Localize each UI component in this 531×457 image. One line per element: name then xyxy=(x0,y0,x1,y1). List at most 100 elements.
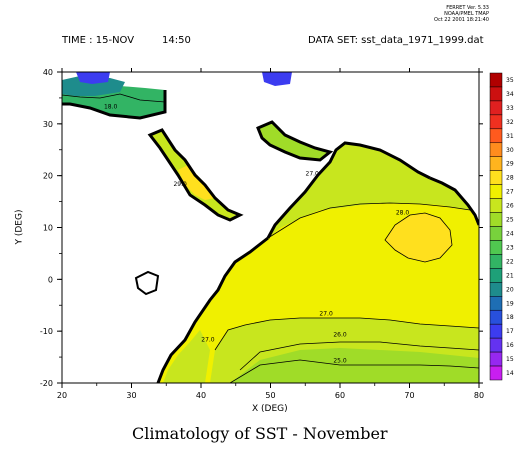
coastline-socotra xyxy=(134,270,160,296)
stamp-line: Oct 22 2001 18:21:40 xyxy=(434,17,489,23)
contour-25 xyxy=(229,359,479,383)
colorbar: 35 34 33 32 31 30 29 28 27 26 25 24 23 22 21 20 19 18 17 16… xyxy=(489,72,514,381)
caspian-blue xyxy=(262,72,292,86)
x-tick-label: 70 xyxy=(404,391,414,400)
x-tick-label: 20 xyxy=(57,391,67,400)
contour-label: 29.0 xyxy=(173,181,187,188)
colorbar-label: 29 xyxy=(506,161,514,168)
y-tick-label: -20 xyxy=(40,379,53,388)
colorbar-swatch xyxy=(489,365,503,381)
ocean-region-26-north xyxy=(268,143,470,238)
colorbar-label: 31 xyxy=(506,133,514,140)
stamp-line: FERRET Ver. 5.33 xyxy=(446,5,489,11)
y-tick-label: -10 xyxy=(40,327,53,336)
red-sea-warm xyxy=(178,165,215,200)
colorbar-swatch xyxy=(489,296,503,311)
contour-label: 18.0 xyxy=(104,103,118,110)
time-value: 14:50 xyxy=(162,35,191,46)
colorbar-label: 17 xyxy=(506,328,514,335)
colorbar-label: 22 xyxy=(506,258,514,265)
contour-label: 26.0 xyxy=(333,331,347,338)
coastline-red-sea xyxy=(147,128,244,222)
contour-27-south xyxy=(214,317,479,351)
colorbar-swatch xyxy=(489,337,503,353)
mozambique-channel xyxy=(163,330,210,383)
colorbar-label: 21 xyxy=(506,272,514,279)
contour-mediterranean xyxy=(62,93,166,103)
y-axis-title: Y (DEG) xyxy=(14,209,25,245)
coastline-africa xyxy=(156,236,269,383)
colorbar-label: 28 xyxy=(506,175,514,182)
colorbar-swatch xyxy=(489,282,503,297)
x-tick-label: 30 xyxy=(126,391,136,400)
colorbar-swatch xyxy=(489,323,503,339)
colorbar-label: 14 xyxy=(506,370,514,377)
colorbar-swatch xyxy=(489,156,503,171)
time-label: TIME : 15-NOV xyxy=(62,35,135,46)
colorbar-label: 25 xyxy=(506,217,514,224)
colorbar-swatch xyxy=(489,198,503,213)
colorbar-label: 30 xyxy=(506,147,514,154)
colorbar-swatch xyxy=(489,86,503,102)
colorbar-swatch xyxy=(489,128,503,144)
sst-field xyxy=(62,72,479,383)
colorbar-swatch xyxy=(489,142,503,157)
colorbar-swatch xyxy=(489,351,503,367)
arabian-warm-pool xyxy=(385,213,452,262)
chart-title: Climatology of SST - November xyxy=(132,424,388,443)
contour-label: 27.0 xyxy=(201,337,215,344)
colorbar-swatch xyxy=(489,268,503,283)
contour-label: 28.0 xyxy=(396,210,410,217)
colorbar-label: 20 xyxy=(506,286,514,293)
contour-28 xyxy=(384,212,453,263)
y-tick-label: 20 xyxy=(43,172,53,181)
colorbar-label: 19 xyxy=(506,300,514,307)
stamp-line: NOAA/PMEL TMAP xyxy=(444,11,489,17)
colorbar-label: 18 xyxy=(506,314,514,321)
y-tick-label: 0 xyxy=(48,275,53,284)
colorbar-label: 16 xyxy=(506,342,514,349)
contour-label: 27.0 xyxy=(306,171,320,178)
persian-gulf xyxy=(258,122,330,160)
y-tick-label: 30 xyxy=(43,120,53,129)
coastline-mediterranean xyxy=(62,90,167,120)
colorbar-label: 27 xyxy=(506,189,514,196)
black-sea-blue xyxy=(76,72,110,84)
colorbar-label: 32 xyxy=(506,119,514,126)
colorbar-label: 34 xyxy=(506,91,514,98)
contour-labels: 27.0 28.0 27.0 26.0 25.0 27.0 29.0 18.0 xyxy=(104,103,409,364)
contour-26 xyxy=(239,341,479,371)
x-tick-label: 60 xyxy=(335,391,345,400)
colorbar-swatch xyxy=(489,72,503,88)
colorbar-swatch xyxy=(489,114,503,130)
socotra-island xyxy=(136,272,158,294)
x-tick-label: 50 xyxy=(265,391,275,400)
south-band-25 xyxy=(230,348,479,383)
colorbar-swatch xyxy=(489,226,503,241)
colorbar-label: 24 xyxy=(506,230,514,237)
colorbar-label: 23 xyxy=(506,244,514,251)
coastline-arabia xyxy=(266,141,431,239)
colorbar-label: 33 xyxy=(506,105,514,112)
x-tick-label: 80 xyxy=(474,391,484,400)
colorbar-swatch xyxy=(489,309,503,325)
colorbar-label: 35 xyxy=(506,77,514,84)
dataset-label: DATA SET: sst_data_1971_1999.dat xyxy=(308,35,484,46)
mediterranean-cool xyxy=(62,76,125,96)
x-tick-label: 40 xyxy=(196,391,206,400)
coastline-india xyxy=(429,176,479,226)
colorbar-swatch xyxy=(489,170,503,185)
ferret-stamp: FERRET Ver. 5.33 NOAA/PMEL TMAP Oct 22 2… xyxy=(434,5,489,23)
axis-ticks: 20 30 40 50 60 70 80 -20 -10 0 10 20 30 40 xyxy=(40,68,484,400)
colorbar-swatch xyxy=(489,100,503,116)
colorbar-label: 15 xyxy=(506,356,514,363)
colorbar-swatch xyxy=(489,240,503,255)
colorbar-label: 26 xyxy=(506,203,514,210)
contour-27-north xyxy=(267,202,471,239)
y-tick-label: 10 xyxy=(43,224,53,233)
coastline-gulf xyxy=(256,120,334,162)
x-axis-title: X (DEG) xyxy=(252,404,288,414)
contour-label: 27.0 xyxy=(319,311,333,318)
colorbar-swatch xyxy=(489,254,503,269)
